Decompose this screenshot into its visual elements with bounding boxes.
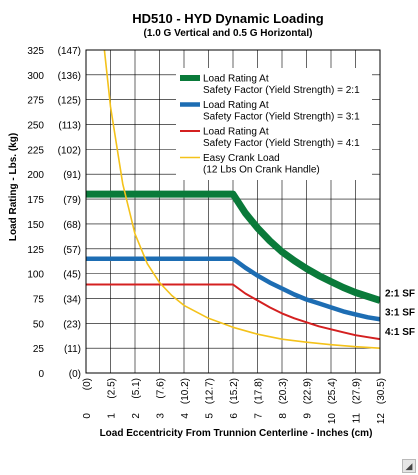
y-tick-label: 125 — [27, 245, 44, 256]
x-tick-label: 9 — [303, 413, 314, 419]
safety-factor-labels: 2:1 SF 3:1 SF 4:1 SF — [385, 288, 415, 338]
y-tick-label: 50 — [33, 319, 45, 330]
y-tick-label-kg: (34) — [63, 294, 81, 305]
y-tick-label: 0 — [38, 369, 44, 380]
y-tick-label: 225 — [27, 145, 44, 156]
x-tick-label: 12 — [376, 413, 387, 425]
series-line-easy-crank — [103, 50, 380, 349]
sf-label-2to1: 2:1 SF — [385, 288, 415, 299]
x-tick-label-cm: (22.9) — [303, 378, 314, 404]
y-tick-label: 325 — [27, 46, 44, 57]
series-line-3to1 — [86, 256, 380, 322]
y-tick-label-kg: (79) — [63, 195, 81, 206]
x-tick-label-cm: (10.2) — [180, 378, 191, 404]
sf-label-4to1: 4:1 SF — [385, 327, 415, 338]
x-tick-label: 10 — [327, 413, 338, 425]
x-tick-label: 11 — [352, 413, 363, 424]
chart-subtitle: (1.0 G Vertical and 0.5 G Horizontal) — [144, 28, 313, 39]
x-tick-label-cm: (7.6) — [156, 378, 167, 399]
legend-entry-3to1: Load Rating At Safety Factor (Yield Stren… — [180, 100, 360, 123]
y-tick-label: 275 — [27, 96, 44, 107]
x-tick-label-cm: (30.5) — [376, 378, 387, 404]
legend-entry-4to1: Load Rating At Safety Factor (Yield Stren… — [180, 127, 360, 150]
legend-label: Load Rating At Safety Factor (Yield Stren… — [203, 127, 360, 150]
resize-grip-icon: ◢ — [402, 459, 416, 473]
y-tick-label-kg: (125) — [58, 96, 81, 107]
y-tick-label-kg: (68) — [63, 220, 81, 231]
x-tick-label: 0 — [82, 413, 93, 419]
x-tick-label-cm: (17.8) — [254, 378, 265, 404]
y-tick-label-kg: (147) — [58, 46, 81, 57]
y-tick-label: 175 — [27, 195, 44, 206]
chart-title: HD510 - HYD Dynamic Loading — [132, 11, 323, 26]
y-tick-label: 300 — [27, 71, 44, 82]
x-tick-label: 1 — [107, 413, 118, 419]
x-tick-label: 6 — [229, 413, 240, 419]
y-tick-label-kg: (136) — [58, 71, 81, 82]
x-tick-label-cm: (25.4) — [327, 378, 338, 404]
legend-label: Load Rating At Safety Factor (Yield Stren… — [203, 100, 360, 123]
y-tick-label: 100 — [27, 270, 44, 281]
x-tick-label: 5 — [205, 413, 216, 419]
y-tick-label-kg: (45) — [63, 270, 81, 281]
plot-frame — [85, 49, 381, 374]
legend: Load Rating At Safety Factor (Yield Stren… — [176, 68, 372, 180]
x-tick-label: 7 — [254, 413, 265, 419]
y-tick-label-kg: (0) — [69, 369, 81, 380]
legend-entry-easy-crank: Easy Crank Load (12 Lbs On Crank Handle) — [180, 153, 320, 176]
x-tick-label: 4 — [180, 413, 191, 419]
series-line-2to1 — [86, 190, 380, 304]
y-tick-label: 75 — [33, 294, 45, 305]
x-tick-label-cm: (0) — [82, 378, 93, 390]
y-tick-label-kg: (57) — [63, 245, 81, 256]
y-tick-label: 250 — [27, 121, 44, 132]
y-tick-label-kg: (23) — [63, 319, 81, 330]
y-tick-label-kg: (91) — [63, 170, 81, 181]
y-tick-label: 150 — [27, 220, 44, 231]
series-lines — [86, 50, 380, 349]
x-tick-label-cm: (5.1) — [131, 378, 142, 399]
x-tick-label: 3 — [156, 413, 167, 419]
axis-ticks: 0 (0)25 (11)50 (23)75 (34)100 (45)125 (57)150(… — [27, 46, 387, 424]
x-tick-label: 8 — [278, 413, 289, 419]
legend-label: Easy Crank Load (12 Lbs On Crank Handle) — [203, 153, 320, 176]
x-tick-label: 2 — [131, 413, 142, 419]
x-tick-label-cm: (27.9) — [352, 378, 363, 404]
legend-entry-2to1: Load Rating At Safety Factor (Yield Stren… — [180, 74, 360, 97]
y-tick-label-kg: (11) — [64, 344, 81, 355]
y-tick-label: 200 — [27, 170, 44, 181]
y-tick-label-kg: (113) — [58, 121, 81, 132]
y-axis-label: Load Rating - Lbs. (kg) — [8, 133, 19, 241]
x-tick-label-cm: (15.2) — [229, 378, 240, 404]
x-tick-label-cm: (12.7) — [205, 378, 216, 404]
x-tick-label-cm: (20.3) — [278, 378, 289, 404]
series-line-4to1 — [86, 283, 380, 341]
x-tick-label-cm: (2.5) — [107, 378, 118, 399]
x-axis-label: Load Eccentricity From Trunnion Centerli… — [100, 428, 373, 439]
sf-label-3to1: 3:1 SF — [385, 307, 415, 318]
legend-box — [176, 68, 372, 180]
y-tick-label-kg: (102) — [58, 145, 81, 156]
legend-label: Load Rating At Safety Factor (Yield Stren… — [203, 74, 360, 97]
y-tick-label: 25 — [33, 344, 45, 355]
